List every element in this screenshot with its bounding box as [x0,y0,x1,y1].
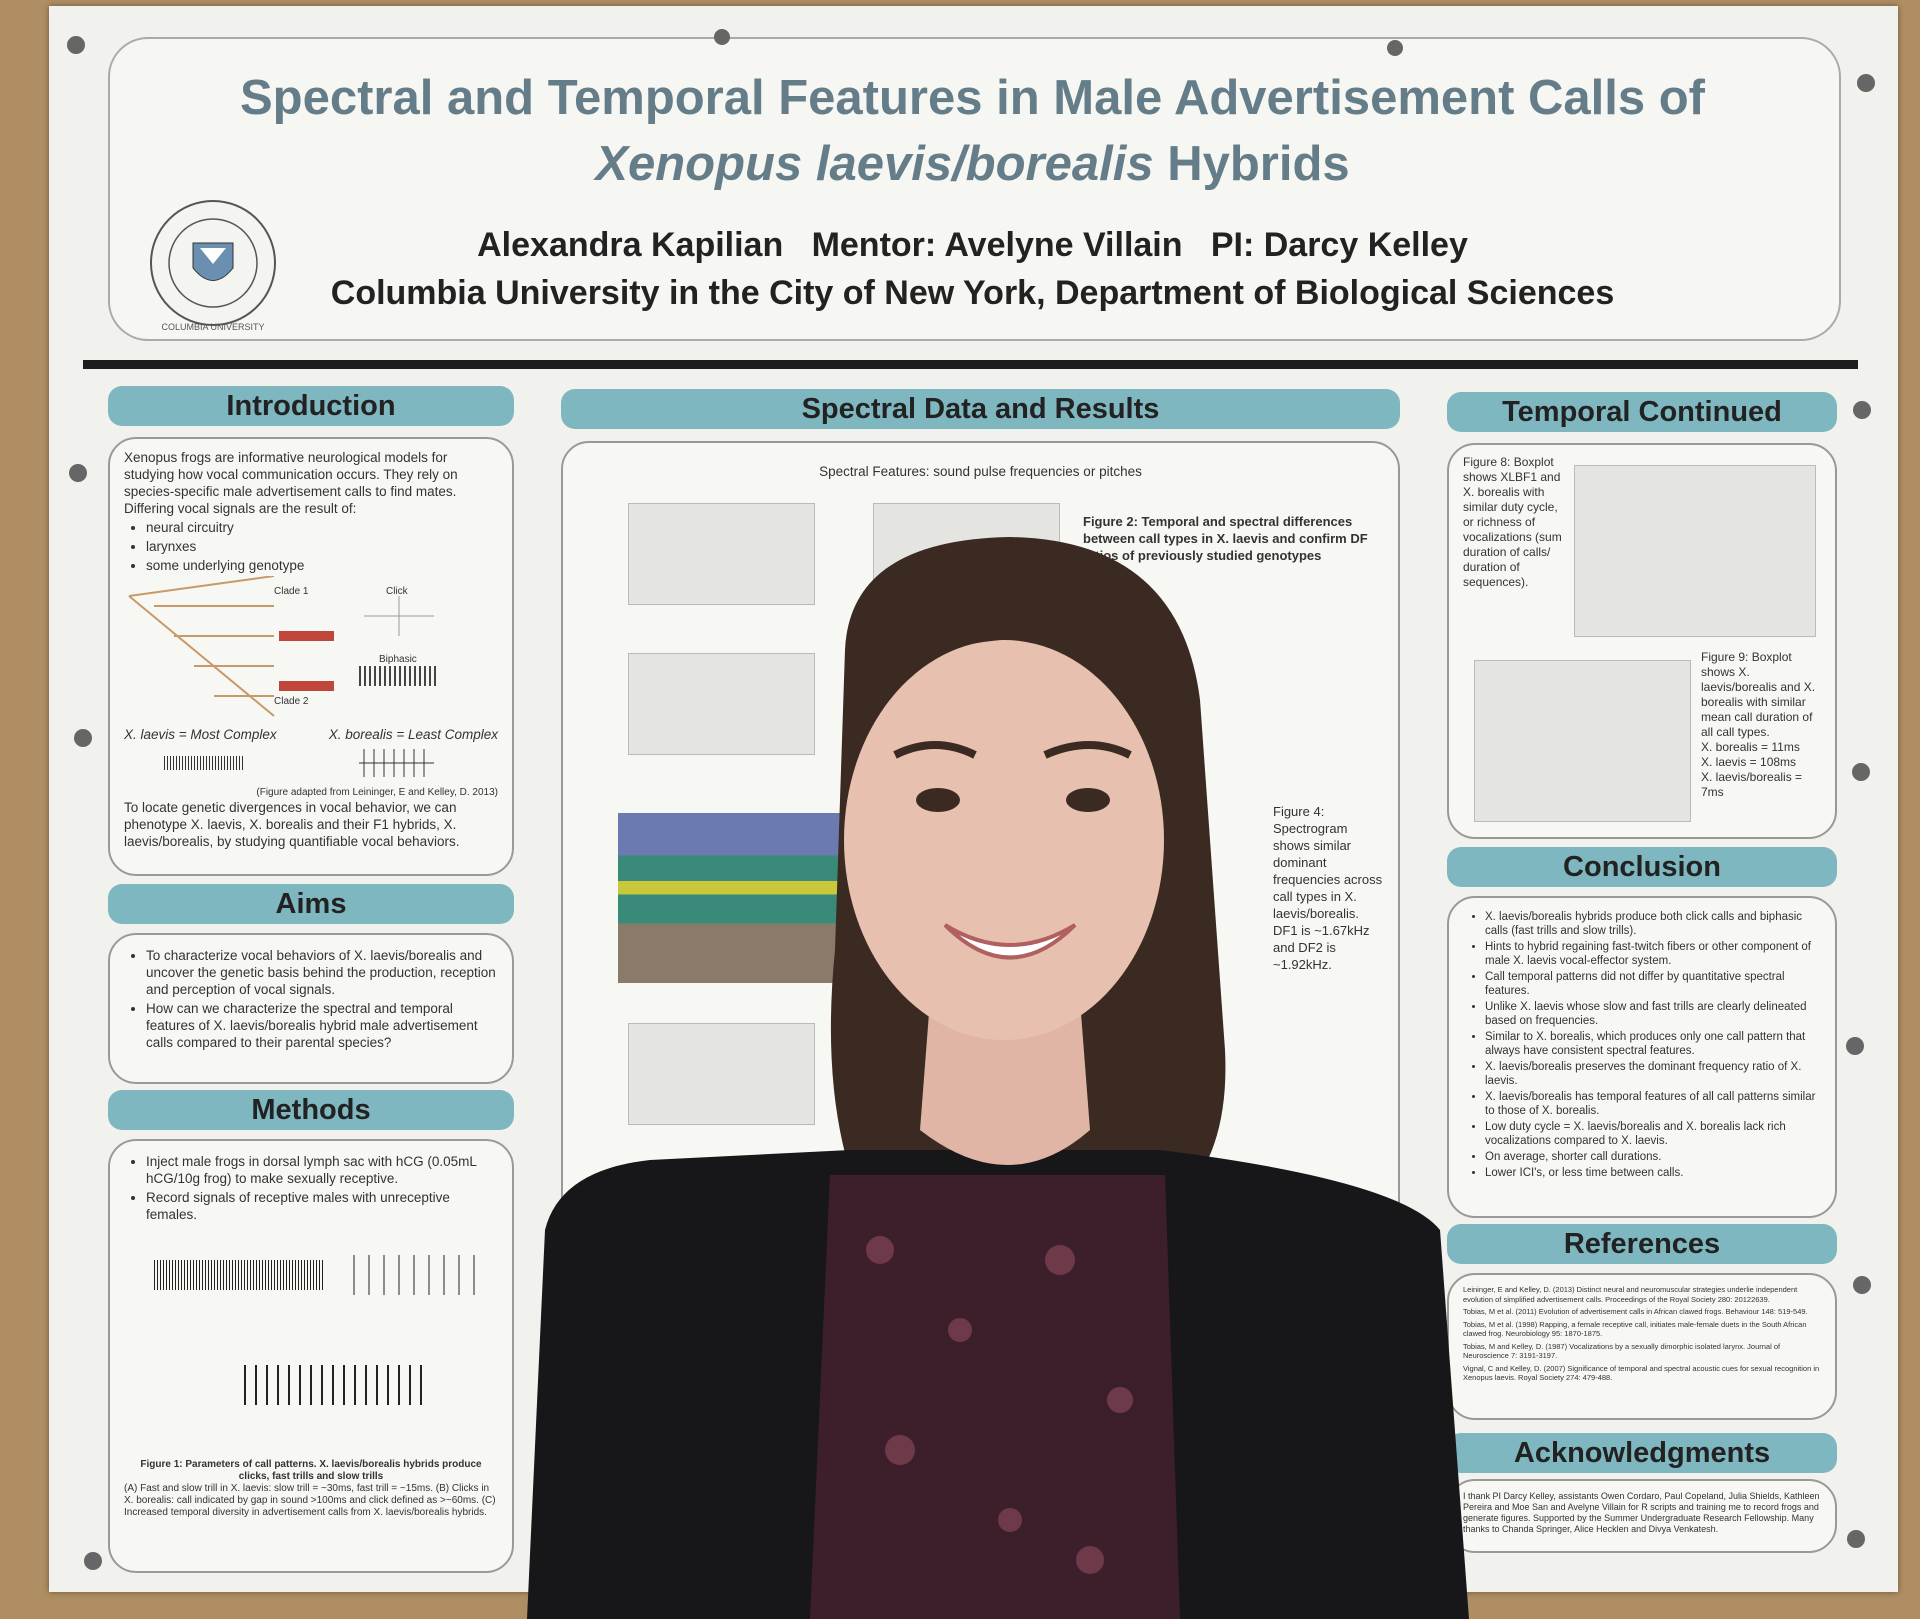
header-box [108,37,1841,341]
spectrum-plot [628,503,815,605]
divider [83,360,1858,369]
bullet: some underlying genotype [146,557,498,574]
fig-label: Biphasic [379,654,417,665]
boxplot [1474,660,1691,822]
section-heading: Aims [108,884,514,924]
aims-box: To characterize vocal behaviors of X. la… [108,933,514,1084]
figure-caption: Figure 2: Temporal and spectral differen… [1083,514,1368,563]
fig-label: Click [386,586,408,597]
figure-caption: Figure 9: Boxplot shows X. laevis/boreal… [1701,650,1821,800]
section-heading: Temporal Continued [1447,392,1837,432]
section-heading: Conclusion [1447,847,1837,887]
fig-label: Clade 1 [274,586,309,597]
bullet: Call temporal patterns did not differ by… [1485,970,1821,998]
figure-caption-title: Figure 1: Parameters of call patterns. X… [140,1459,482,1482]
boxplot [1574,465,1816,637]
bullet: Similar to X. borealis, which produces o… [1485,1030,1821,1058]
section-heading: Methods [108,1090,514,1130]
credit: (Figure adapted from Leininger, E and Ke… [256,787,498,798]
complexity: X. borealis = Least Complex [328,727,498,742]
authors: Alexandra Kapilian Mentor: Avelyne Villa… [477,226,1468,264]
caption-value: X. borealis = 11ms [1701,740,1800,754]
reference: Tobias, M and Kelley, D. (1987) Vocaliza… [1463,1341,1781,1361]
title: Spectral and Temporal Features in Male A… [240,71,1705,125]
intro-text: Xenopus frogs are informative neurologic… [124,450,458,516]
waveforms [164,749,434,777]
reference: Tobias, M et al. (2011) Evolution of adv… [1463,1307,1808,1316]
reference: Vignal, C and Kelley, D. (2007) Signific… [1463,1363,1820,1383]
reference: Tobias, M et al. (1998) Rapping, a femal… [1463,1319,1807,1339]
title-end: Hybrids [1167,137,1350,191]
bullet: Lower ICI's, or less time between calls. [1485,1166,1821,1180]
bullet: To characterize vocal behaviors of X. la… [146,947,498,998]
bullet: X. laevis/borealis has temporal features… [1485,1090,1821,1118]
figure-caption: Figure 4: Spectrogram shows similar domi… [1273,804,1383,972]
section-heading: Spectral Data and Results [561,389,1400,429]
logo [150,200,276,326]
fig-label: Clade 2 [274,696,309,707]
bullet: neural circuitry [146,519,498,536]
section-heading: References [1447,1224,1837,1264]
logo-text: COLUMBIA UNIVERSITY [161,322,265,332]
bullet: Record signals of receptive males with u… [146,1189,498,1223]
section-heading: Acknowledgments [1447,1433,1837,1473]
caption-value: X. laevis = 108ms [1701,755,1797,769]
bullet: Hints to hybrid regaining fast-twitch fi… [1485,940,1821,968]
affiliation: Columbia University in the City of New Y… [330,274,1615,312]
caption-value: X. laevis/borealis = 7ms [1701,770,1803,799]
bullet: X. laevis/borealis hybrids produce both … [1485,910,1821,938]
conclusion-box: X. laevis/borealis hybrids produce both … [1447,896,1837,1218]
person [527,537,1469,1619]
temporal-box: Figure 8: Boxplot shows XLBF1 and X. bor… [1447,443,1837,839]
conclusion-list: X. laevis/borealis hybrids produce both … [1463,910,1821,1180]
bullet: Low duty cycle = X. laevis/borealis and … [1485,1120,1821,1148]
caption-text: Figure 9: Boxplot shows X. laevis/boreal… [1701,650,1816,739]
bullet: On average, shorter call durations. [1485,1150,1821,1164]
section-heading: Introduction [108,386,514,426]
subtitle: Spectral Features: sound pulse frequenci… [819,464,1142,479]
bullet: Inject male frogs in dorsal lymph sac wi… [146,1153,498,1187]
intro-closing: To locate genetic divergences in vocal b… [124,800,460,849]
acknowledgments-box: I thank PI Darcy Kelley, assistants Owen… [1447,1479,1837,1553]
intro-list: neural circuitry larynxes some underlyin… [124,519,498,574]
bullet: How can we characterize the spectral and… [146,1000,498,1051]
complexity: X. laevis = Most Complex [124,727,277,742]
title-line-2: Xenopus laevis/borealis Hybrids [108,136,1837,192]
figure-caption: (A) Fast and slow trill in X. laevis: sl… [124,1483,496,1518]
bullet: X. laevis/borealis preserves the dominan… [1485,1060,1821,1088]
methods-box: Inject male frogs in dorsal lymph sac wi… [108,1139,514,1573]
references-box: Leininger, E and Kelley, D. (2013) Disti… [1447,1273,1837,1420]
figure-caption: Figure 8: Boxplot shows XLBF1 and X. bor… [1463,455,1562,589]
bullet: larynxes [146,538,498,555]
bullet: Unlike X. laevis whose slow and fast tri… [1485,1000,1821,1028]
reference: Leininger, E and Kelley, D. (2013) Disti… [1463,1285,1798,1304]
spectrum-plot [628,1023,815,1125]
title-species: Xenopus laevis/borealis [595,137,1154,191]
phylogeny-figure: Clade 1 Clade 2 Click Biphasic [124,576,498,726]
pins [67,29,1875,1570]
spectrum-plot [628,653,815,755]
tree [128,576,439,717]
method-figure [154,1255,475,1405]
intro-box: Xenopus frogs are informative neurologic… [108,437,514,876]
